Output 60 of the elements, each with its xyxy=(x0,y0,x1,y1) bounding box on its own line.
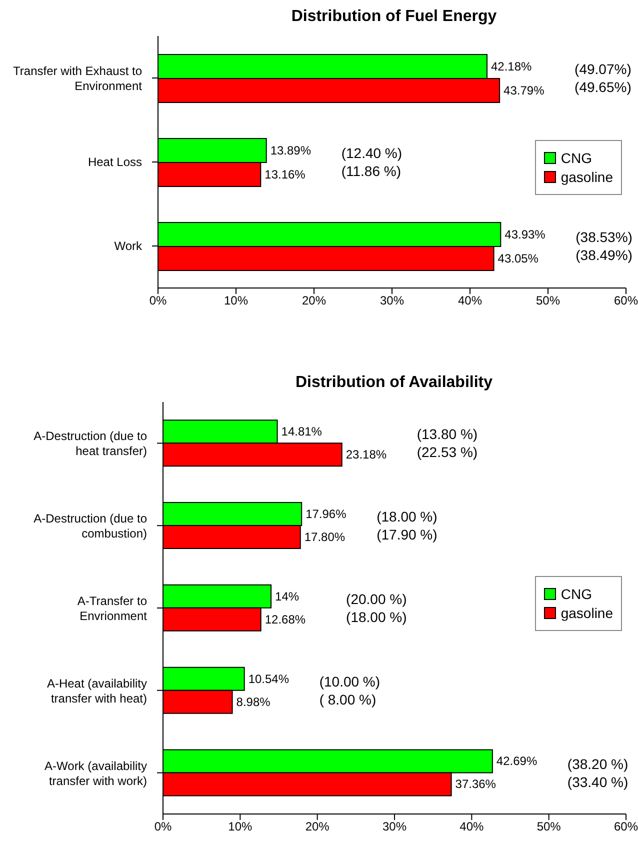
data-label: 10.54% xyxy=(248,672,290,686)
data-label: 43.79% xyxy=(504,83,545,98)
data-label: 42.18% xyxy=(491,59,532,74)
legend-label: CNG xyxy=(560,150,592,166)
x-tick-label: 0% xyxy=(149,294,167,308)
annotation: (11.86 %) xyxy=(341,163,402,179)
x-tick-label: 30% xyxy=(380,294,404,308)
annotation: (49.07%) xyxy=(574,61,632,77)
x-tick-label: 40% xyxy=(458,294,482,308)
y-tick-label: A-Destruction (due to heat transfer) xyxy=(34,429,148,458)
x-tick-label: 50% xyxy=(536,820,562,834)
legend-label: CNG xyxy=(560,586,592,602)
annotation: (18.00 %) xyxy=(376,508,438,525)
legend-label: gasoline xyxy=(560,605,613,621)
annotation: (38.49%) xyxy=(576,247,632,263)
x-tick-label: 60% xyxy=(614,294,638,308)
annotation: (13.80 %) xyxy=(416,426,478,442)
data-label: 43.05% xyxy=(498,251,539,266)
data-label: 13.89% xyxy=(270,143,312,158)
annotation: (20.00 %) xyxy=(346,591,407,607)
annotation: (49.65%) xyxy=(574,79,632,95)
annotation: (38.20 %) xyxy=(567,756,628,772)
data-label: 14% xyxy=(275,589,300,604)
data-label: 13.16% xyxy=(264,167,306,182)
x-tick-label: 60% xyxy=(614,820,638,834)
data-label: 14.81% xyxy=(281,424,322,439)
x-tick-label: 0% xyxy=(154,820,172,834)
x-tick-label: 10% xyxy=(228,820,252,834)
data-label: 37.36% xyxy=(455,777,496,792)
annotation: (12.40 %) xyxy=(341,145,402,161)
data-label: 43.93% xyxy=(504,227,546,242)
annotation: (22.53 %) xyxy=(416,444,478,460)
x-tick-label: 20% xyxy=(302,294,326,308)
data-label: 12.68% xyxy=(264,612,306,626)
annotation: (17.90 %) xyxy=(376,526,438,543)
x-tick-label: 30% xyxy=(382,820,407,834)
data-label: 17.80% xyxy=(304,530,346,544)
data-label: 17.96% xyxy=(306,507,347,522)
y-tick-label: A-Heat (availability transfer with heat) xyxy=(46,676,147,706)
x-tick-label: 10% xyxy=(224,294,248,308)
y-tick-label: Heat Loss xyxy=(88,155,142,169)
x-tick-label: 20% xyxy=(305,820,330,834)
y-tick-label: Work xyxy=(114,239,143,253)
annotation: ( 8.00 %) xyxy=(319,691,376,708)
annotation: (10.00 %) xyxy=(319,673,380,690)
data-label: 23.18% xyxy=(346,448,387,462)
y-tick-label: A-Transfer to Envrionment xyxy=(77,594,148,623)
data-label: 8.98% xyxy=(236,694,271,709)
annotation: (33.40 %) xyxy=(567,774,628,790)
annotation: (38.53%) xyxy=(576,229,632,245)
annotation: (18.00 %) xyxy=(346,609,407,625)
y-tick-label: Transfer with Exhaust to Environment xyxy=(13,64,143,93)
chart-title: Distribution of Fuel Energy xyxy=(290,7,498,26)
x-tick-label: 50% xyxy=(536,294,560,308)
data-label: 42.69% xyxy=(496,754,538,768)
x-tick-label: 40% xyxy=(460,820,484,834)
y-tick-label: A-Work (availability transfer with work) xyxy=(44,758,147,788)
legend-label: gasoline xyxy=(560,169,613,185)
y-tick-label: A-Destruction (due to combustion) xyxy=(34,512,148,541)
chart-title: Distribution of Availability xyxy=(294,373,494,392)
